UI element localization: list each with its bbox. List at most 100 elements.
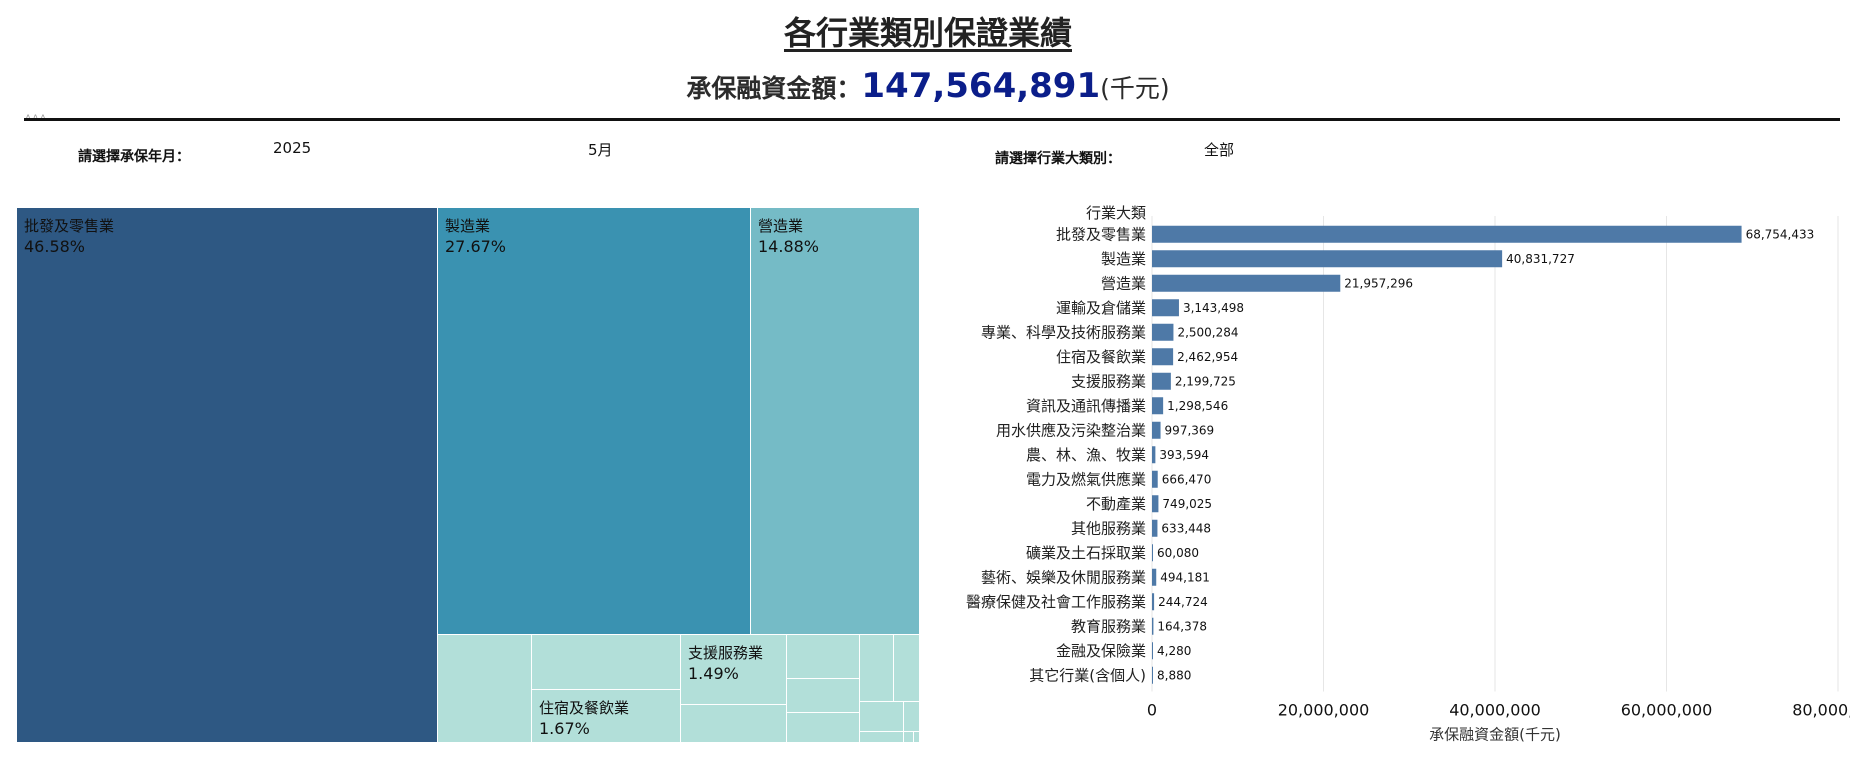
- month-select[interactable]: 5月: [588, 141, 613, 159]
- data-label: 997,369: [1165, 423, 1215, 437]
- tile-label: 支援服務業: [688, 644, 764, 662]
- x-tick-label: 60,000,000: [1621, 701, 1713, 720]
- tile-percent: 46.58%: [24, 237, 86, 256]
- bar[interactable]: [1152, 617, 1154, 635]
- treemap-tile-wholesale-retail[interactable]: 批發及零售業 46.58%: [17, 208, 438, 743]
- data-label: 393,594: [1159, 448, 1209, 462]
- treemap-tile-small[interactable]: [914, 732, 920, 743]
- x-tick-label: 80,000,000: [1792, 701, 1850, 720]
- category-label: 電力及燃氣供應業: [1026, 470, 1146, 488]
- category-label: 支援服務業: [1071, 372, 1146, 390]
- tile-label: 住宿及餐飲業: [539, 699, 630, 717]
- treemap-tile-construction[interactable]: 營造業 14.88%: [751, 208, 920, 635]
- data-label: 633,448: [1161, 521, 1211, 535]
- treemap-tile-small[interactable]: [438, 635, 532, 743]
- treemap-tile-small[interactable]: [860, 635, 894, 702]
- treemap-tile-small[interactable]: [532, 635, 681, 690]
- treemap-tile-small[interactable]: [860, 732, 904, 743]
- category-label: 資訊及通訊傳播業: [1026, 397, 1146, 415]
- industry-bar-chart: 0 20,000,000 40,000,000 60,000,000 80,000,00…: [966, 204, 1850, 744]
- category-label: 其它行業(含個人): [1029, 666, 1146, 684]
- x-tick-label: 40,000,000: [1449, 701, 1541, 720]
- bar[interactable]: [1152, 446, 1156, 464]
- category-label: 用水供應及污染整治業: [996, 421, 1146, 439]
- kpi-label: 承保融資金額：: [686, 74, 862, 103]
- bar[interactable]: [1152, 348, 1174, 366]
- tile-percent: 1.49%: [688, 664, 739, 683]
- bar[interactable]: [1152, 225, 1742, 243]
- treemap-tile-small[interactable]: [787, 679, 860, 713]
- treemap-tile-small[interactable]: [894, 635, 920, 702]
- bar[interactable]: [1152, 642, 1153, 660]
- tile-percent: 27.67%: [445, 237, 507, 256]
- data-label: 2,199,725: [1175, 374, 1236, 388]
- bar[interactable]: [1152, 519, 1158, 537]
- bar[interactable]: [1152, 495, 1159, 513]
- bar[interactable]: [1152, 299, 1179, 317]
- data-label: 164,378: [1157, 619, 1207, 633]
- data-label: 8,880: [1157, 668, 1191, 682]
- treemap-tile-small[interactable]: [787, 713, 860, 743]
- industry-filter-label: 請選擇行業大類別：: [995, 151, 1121, 167]
- data-label: 4,280: [1157, 644, 1191, 658]
- bar[interactable]: [1152, 372, 1171, 390]
- treemap-tile-small[interactable]: [904, 702, 920, 732]
- bar[interactable]: [1152, 666, 1153, 684]
- treemap-tile-accommodation-food[interactable]: 住宿及餐飲業 1.67%: [532, 690, 681, 743]
- data-label: 666,470: [1162, 472, 1212, 486]
- x-axis-label: 承保融資金額(千元): [1429, 726, 1561, 744]
- treemap-tile-manufacturing[interactable]: 製造業 27.67%: [438, 208, 751, 635]
- data-label: 21,957,296: [1344, 276, 1413, 290]
- bar[interactable]: [1152, 421, 1161, 439]
- bar[interactable]: [1152, 274, 1341, 292]
- tile-percent: 14.88%: [758, 237, 820, 256]
- month-filter-label: 請選擇承保年月：: [78, 149, 190, 165]
- category-label: 教育服務業: [1071, 617, 1146, 635]
- bar[interactable]: [1152, 568, 1157, 586]
- page-title: 各行業類別保證業績: [783, 14, 1072, 52]
- treemap-tile-support-services[interactable]: 支援服務業 1.49%: [681, 635, 787, 705]
- kpi-summary: 承保融資金額：147,564,891(千元): [0, 66, 1856, 106]
- category-label: 營造業: [1101, 274, 1146, 292]
- treemap-tile-small[interactable]: [787, 635, 860, 679]
- data-label: 68,754,433: [1746, 227, 1815, 241]
- header-divider: [24, 118, 1840, 121]
- bar[interactable]: [1152, 323, 1174, 341]
- data-label: 2,462,954: [1177, 350, 1238, 364]
- kpi-value: 147,564,891: [861, 66, 1101, 106]
- category-label: 專業、科學及技術服務業: [981, 323, 1146, 341]
- tile-label: 批發及零售業: [24, 217, 115, 235]
- industry-treemap: 批發及零售業 46.58% 製造業 27.67% 營造業 14.88% 支援服務…: [17, 208, 920, 743]
- treemap-tile-small[interactable]: [904, 732, 914, 743]
- x-tick-label: 0: [1147, 701, 1157, 720]
- category-axis-header: 行業大類: [1086, 204, 1146, 222]
- data-label: 40,831,727: [1506, 252, 1575, 266]
- data-label: 1,298,546: [1167, 399, 1228, 413]
- category-label: 農、林、漁、牧業: [1026, 446, 1146, 464]
- treemap-tile-small[interactable]: [860, 702, 904, 732]
- data-label: 244,724: [1158, 595, 1208, 609]
- data-label: 60,080: [1157, 546, 1199, 560]
- bar[interactable]: [1152, 544, 1153, 562]
- category-label: 批發及零售業: [1056, 225, 1146, 243]
- data-label: 2,500,284: [1177, 325, 1238, 339]
- category-label: 運輸及倉儲業: [1056, 299, 1146, 317]
- tile-label: 製造業: [445, 217, 491, 235]
- bar[interactable]: [1152, 250, 1503, 268]
- bar[interactable]: [1152, 593, 1155, 611]
- treemap-tile-small[interactable]: [681, 705, 787, 743]
- year-select[interactable]: 2025: [273, 139, 312, 157]
- industry-select[interactable]: 全部: [1204, 141, 1235, 159]
- bar[interactable]: [1152, 397, 1164, 415]
- category-label: 住宿及餐飲業: [1056, 348, 1146, 366]
- category-label: 礦業及土石採取業: [1026, 544, 1146, 562]
- bar[interactable]: [1152, 470, 1158, 488]
- kpi-unit: (千元): [1100, 74, 1170, 103]
- category-label: 製造業: [1101, 250, 1146, 268]
- category-label: 金融及保險業: [1056, 642, 1146, 660]
- category-label: 藝術、娛樂及休閒服務業: [981, 568, 1146, 586]
- x-tick-label: 20,000,000: [1278, 701, 1370, 720]
- data-label: 749,025: [1162, 497, 1212, 511]
- data-label: 494,181: [1160, 570, 1210, 584]
